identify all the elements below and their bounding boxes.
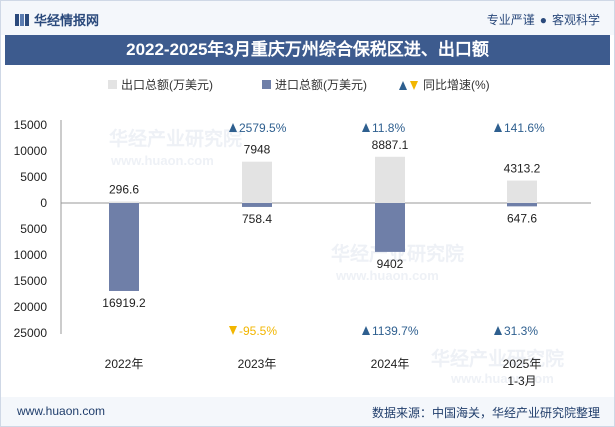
legend-yoy-label: 同比增速(%) xyxy=(423,78,490,92)
yoy-export-label: 11.8% xyxy=(372,121,405,135)
y-tick-label: 10000 xyxy=(14,248,48,262)
x-category-label: 2023年 xyxy=(238,357,277,371)
legend-up-triangle-icon xyxy=(399,81,407,90)
chart-title: 2022-2025年3月重庆万州综合保税区进、出口额 xyxy=(5,35,610,65)
x-category-label: 2025年 xyxy=(503,357,542,371)
watermark-url: www.huaon.com xyxy=(110,153,214,168)
export-value-label: 296.6 xyxy=(109,182,139,196)
footer-source: 数据来源：中国海关，华经产业研究院整理 xyxy=(371,406,600,420)
yoy-export-arrow-icon xyxy=(229,123,237,132)
x-category-label: 2022年 xyxy=(105,357,144,371)
watermark-url: www.huaon.com xyxy=(335,268,439,283)
chart-canvas: 华经产业研究院www.huaon.com华经产业研究院www.huaon.com… xyxy=(14,78,591,388)
footer-site[interactable]: www.huaon.com xyxy=(17,404,106,418)
import-bar xyxy=(109,203,139,291)
y-tick-label: 15000 xyxy=(14,118,48,132)
x-category-label: 2024年 xyxy=(371,357,410,371)
export-value-label: 7948 xyxy=(244,143,271,157)
y-tick-label: 20000 xyxy=(14,300,48,314)
yoy-import-label: 1139.7% xyxy=(372,324,419,338)
yoy-import-label: -95.5% xyxy=(239,324,277,338)
export-bar xyxy=(242,161,272,203)
top-banner: 华经情报网 专业严谨 ● 客观科学 xyxy=(1,1,614,35)
yoy-export-label: 141.6% xyxy=(504,121,545,135)
watermark-text: 华经产业研究院 xyxy=(431,347,564,370)
import-value-label: 16919.2 xyxy=(102,296,146,310)
y-tick-label: 5000 xyxy=(20,170,47,184)
brand-name: 华经情报网 xyxy=(34,13,100,28)
export-value-label: 4313.2 xyxy=(504,162,541,176)
brand-logo-icon xyxy=(15,13,29,26)
yoy-export-label: 2579.5% xyxy=(239,121,287,135)
y-tick-label: 10000 xyxy=(14,144,48,158)
yoy-import-label: 31.3% xyxy=(504,324,538,338)
export-bar xyxy=(109,201,139,203)
watermark-text: 华经产业研究院 xyxy=(331,242,464,265)
import-bar xyxy=(507,203,537,207)
slogan: 专业严谨 ● 客观科学 xyxy=(487,11,600,28)
slogan-separator: ● xyxy=(539,13,547,27)
watermark-text: 华经产业研究院 xyxy=(109,127,242,150)
import-bar xyxy=(242,203,272,207)
watermark-url: www.huaon.com xyxy=(450,371,554,386)
y-tick-label: 15000 xyxy=(14,274,48,288)
yoy-export-arrow-icon xyxy=(494,123,502,132)
brand: 华经情报网 xyxy=(15,10,99,29)
export-bar xyxy=(507,180,537,203)
import-value-label: 647.6 xyxy=(507,211,537,225)
yoy-import-arrow-icon xyxy=(229,326,237,335)
x-category-label: 1-3月 xyxy=(507,374,536,388)
y-tick-label: 0 xyxy=(40,196,47,210)
y-tick-label: 5000 xyxy=(20,222,47,236)
y-tick-label: 25000 xyxy=(14,326,48,340)
slogan-right: 客观科学 xyxy=(551,13,600,27)
yoy-import-arrow-icon xyxy=(494,326,502,335)
slogan-left: 专业严谨 xyxy=(486,13,535,27)
import-value-label: 9402 xyxy=(377,257,404,271)
legend-export-swatch xyxy=(108,80,117,89)
yoy-import-arrow-icon xyxy=(362,326,370,335)
legend-export-label: 出口总额(万美元) xyxy=(121,78,213,92)
legend-import-swatch xyxy=(262,80,271,89)
legend-import-label: 进口总额(万美元) xyxy=(275,78,367,92)
yoy-export-arrow-icon xyxy=(362,123,370,132)
export-value-label: 8887.1 xyxy=(372,138,409,152)
import-bar xyxy=(375,203,405,252)
footer-bar: www.huaon.com 数据来源：中国海关，华经产业研究院整理 xyxy=(1,397,614,426)
import-value-label: 758.4 xyxy=(242,212,272,226)
export-bar xyxy=(375,156,405,203)
legend-down-triangle-icon xyxy=(410,81,418,90)
